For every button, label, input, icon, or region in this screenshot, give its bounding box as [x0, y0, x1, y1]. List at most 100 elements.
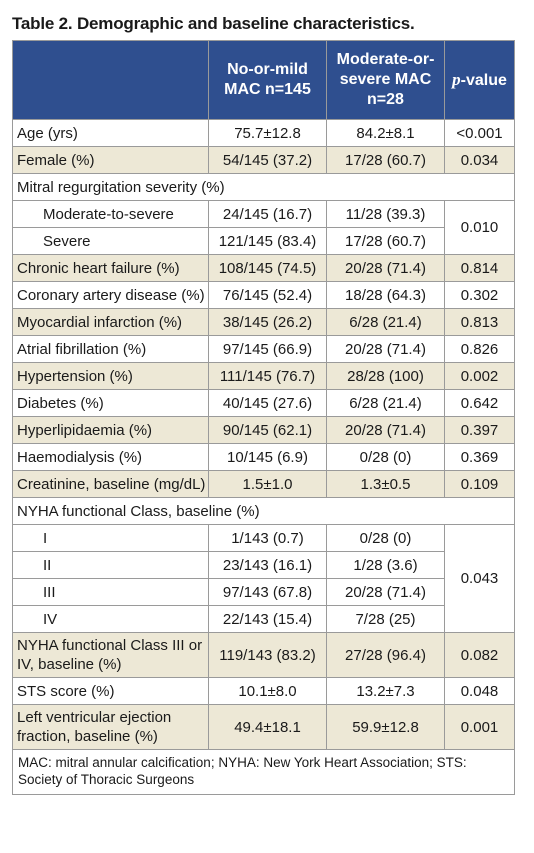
cell-no-or-mild: 111/145 (76.7) — [208, 362, 327, 390]
table-footnote-row: MAC: mitral annular calcification; NYHA:… — [12, 749, 515, 795]
row-label: Moderate-to-severe — [12, 200, 209, 228]
cell-moderate-or-severe: 27/28 (96.4) — [326, 632, 445, 678]
row-label: Age (yrs) — [12, 119, 209, 147]
cell-moderate-or-severe: 28/28 (100) — [326, 362, 445, 390]
baseline-characteristics-table: No-or-mild MAC n=145 Moderate-or-severe … — [12, 40, 515, 795]
table-row-sts-score: STS score (%) 10.1±8.0 13.2±7.3 0.048 — [12, 677, 515, 705]
row-label: Left ventricular ejection fraction, base… — [12, 704, 209, 750]
cell-moderate-or-severe: 13.2±7.3 — [326, 677, 445, 705]
cell-p-value: 0.369 — [444, 443, 515, 471]
cell-moderate-or-severe: 17/28 (60.7) — [326, 227, 445, 255]
section-label: Mitral regurgitation severity (%) — [12, 173, 515, 201]
cell-moderate-or-severe: 18/28 (64.3) — [326, 281, 445, 309]
cell-p-value: 0.001 — [444, 704, 515, 750]
cell-no-or-mild: 121/145 (83.4) — [208, 227, 327, 255]
table-section-nyha-class: NYHA functional Class, baseline (%) — [12, 497, 515, 525]
table-row-myocardial-infarction: Myocardial infarction (%) 38/145 (26.2) … — [12, 308, 515, 336]
cell-moderate-or-severe: 20/28 (71.4) — [326, 254, 445, 282]
table-row-age: Age (yrs) 75.7±12.8 84.2±8.1 <0.001 — [12, 119, 515, 147]
cell-moderate-or-severe: 6/28 (21.4) — [326, 308, 445, 336]
cell-p-value: 0.642 — [444, 389, 515, 417]
cell-moderate-or-severe: 7/28 (25) — [326, 605, 445, 633]
table-row-hypertension: Hypertension (%) 111/145 (76.7) 28/28 (1… — [12, 362, 515, 390]
table-row-nyha-ii: II 23/143 (16.1) 1/28 (3.6) — [12, 551, 515, 579]
cell-p-value: 0.002 — [444, 362, 515, 390]
table-row-severe: Severe 121/145 (83.4) 17/28 (60.7) — [12, 227, 515, 255]
header-label-cell — [12, 40, 209, 120]
table-row-hyperlipidaemia: Hyperlipidaemia (%) 90/145 (62.1) 20/28 … — [12, 416, 515, 444]
table-row-chronic-heart-failure: Chronic heart failure (%) 108/145 (74.5)… — [12, 254, 515, 282]
cell-p-value: 0.010 — [444, 200, 515, 255]
row-label: Hypertension (%) — [12, 362, 209, 390]
cell-moderate-or-severe: 1.3±0.5 — [326, 470, 445, 498]
table-title: Table 2. Demographic and baseline charac… — [12, 14, 415, 33]
table-row-moderate-to-severe: Moderate-to-severe 24/145 (16.7) 11/28 (… — [12, 200, 515, 255]
row-label: II — [12, 551, 209, 579]
cell-p-value: <0.001 — [444, 119, 515, 147]
table-row-lvef: Left ventricular ejection fraction, base… — [12, 704, 515, 750]
cell-no-or-mild: 10/145 (6.9) — [208, 443, 327, 471]
table-row-female: Female (%) 54/145 (37.2) 17/28 (60.7) 0.… — [12, 146, 515, 174]
cell-p-value: 0.043 — [444, 524, 515, 633]
cell-no-or-mild: 54/145 (37.2) — [208, 146, 327, 174]
cell-p-value: 0.397 — [444, 416, 515, 444]
cell-p-value: 0.109 — [444, 470, 515, 498]
table-row-nyha-i: I 1/143 (0.7) 0/28 (0) 0.043 — [12, 524, 515, 633]
row-label: IV — [12, 605, 209, 633]
cell-no-or-mild: 38/145 (26.2) — [208, 308, 327, 336]
cell-no-or-mild: 49.4±18.1 — [208, 704, 327, 750]
table-section-mitral-regurgitation: Mitral regurgitation severity (%) — [12, 173, 515, 201]
table-row-atrial-fibrillation: Atrial fibrillation (%) 97/145 (66.9) 20… — [12, 335, 515, 363]
header-p-rest: -value — [460, 71, 507, 89]
cell-moderate-or-severe: 6/28 (21.4) — [326, 389, 445, 417]
table-row-creatinine: Creatinine, baseline (mg/dL) 1.5±1.0 1.3… — [12, 470, 515, 498]
cell-moderate-or-severe: 17/28 (60.7) — [326, 146, 445, 174]
row-label: Haemodialysis (%) — [12, 443, 209, 471]
row-label: STS score (%) — [12, 677, 209, 705]
section-label: NYHA functional Class, baseline (%) — [12, 497, 515, 525]
cell-no-or-mild: 23/143 (16.1) — [208, 551, 327, 579]
cell-no-or-mild: 76/145 (52.4) — [208, 281, 327, 309]
row-label: Atrial fibrillation (%) — [12, 335, 209, 363]
cell-p-value: 0.814 — [444, 254, 515, 282]
table-row-nyha-iii: III 97/143 (67.8) 20/28 (71.4) — [12, 578, 515, 606]
cell-no-or-mild: 1/143 (0.7) — [208, 524, 327, 552]
row-label: III — [12, 578, 209, 606]
cell-p-value: 0.813 — [444, 308, 515, 336]
row-label: Female (%) — [12, 146, 209, 174]
row-label: Diabetes (%) — [12, 389, 209, 417]
cell-no-or-mild: 24/145 (16.7) — [208, 200, 327, 228]
cell-moderate-or-severe: 20/28 (71.4) — [326, 578, 445, 606]
header-p-italic: p — [452, 69, 461, 89]
header-no-or-mild-mac: No-or-mild MAC n=145 — [208, 40, 327, 120]
row-label: I — [12, 524, 209, 552]
cell-moderate-or-severe: 1/28 (3.6) — [326, 551, 445, 579]
table-header-row: No-or-mild MAC n=145 Moderate-or-severe … — [12, 40, 515, 120]
table-row-diabetes: Diabetes (%) 40/145 (27.6) 6/28 (21.4) 0… — [12, 389, 515, 417]
table-row-coronary-artery-disease: Coronary artery disease (%) 76/145 (52.4… — [12, 281, 515, 309]
cell-moderate-or-severe: 0/28 (0) — [326, 443, 445, 471]
cell-moderate-or-severe: 20/28 (71.4) — [326, 416, 445, 444]
cell-p-value: 0.302 — [444, 281, 515, 309]
cell-p-value: 0.034 — [444, 146, 515, 174]
row-label: Coronary artery disease (%) — [12, 281, 209, 309]
row-label: Chronic heart failure (%) — [12, 254, 209, 282]
cell-moderate-or-severe: 0/28 (0) — [326, 524, 445, 552]
cell-moderate-or-severe: 20/28 (71.4) — [326, 335, 445, 363]
header-p-value: p-value — [444, 40, 515, 120]
cell-no-or-mild: 97/143 (67.8) — [208, 578, 327, 606]
cell-p-value: 0.048 — [444, 677, 515, 705]
cell-p-value: 0.826 — [444, 335, 515, 363]
cell-no-or-mild: 1.5±1.0 — [208, 470, 327, 498]
cell-no-or-mild: 90/145 (62.1) — [208, 416, 327, 444]
cell-moderate-or-severe: 11/28 (39.3) — [326, 200, 445, 228]
row-label: Severe — [12, 227, 209, 255]
cell-no-or-mild: 75.7±12.8 — [208, 119, 327, 147]
row-label: Myocardial infarction (%) — [12, 308, 209, 336]
cell-no-or-mild: 10.1±8.0 — [208, 677, 327, 705]
cell-no-or-mild: 108/145 (74.5) — [208, 254, 327, 282]
header-moderate-or-severe-mac: Moderate-or-severe MAC n=28 — [326, 40, 445, 120]
table-row-nyha-iii-or-iv: NYHA functional Class III or IV, baselin… — [12, 632, 515, 678]
cell-moderate-or-severe: 59.9±12.8 — [326, 704, 445, 750]
table-footnote: MAC: mitral annular calcification; NYHA:… — [12, 749, 515, 795]
